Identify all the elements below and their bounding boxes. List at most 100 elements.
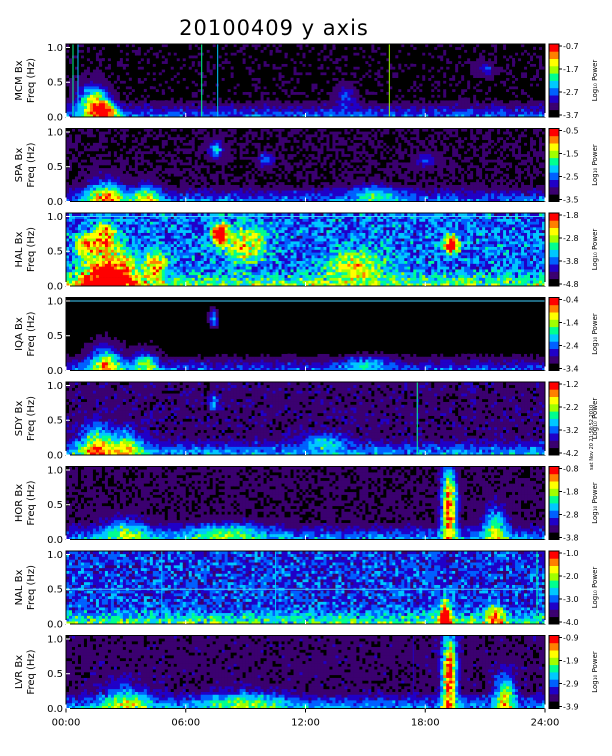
spectrogram-cell xyxy=(306,86,309,89)
spectrogram-cell xyxy=(311,103,314,106)
spectrogram-cell xyxy=(383,47,386,50)
spectrogram-cell xyxy=(291,109,294,112)
spectrogram-cell xyxy=(467,47,470,50)
spectrogram-cell xyxy=(347,69,350,72)
spectrogram-cell xyxy=(368,100,371,103)
spectrogram-cell xyxy=(344,78,347,81)
spectrogram-cell xyxy=(410,92,413,95)
spectrogram-cell xyxy=(282,106,285,109)
spectrogram-cell xyxy=(255,69,258,72)
spectrogram-cell xyxy=(350,47,353,50)
spectrogram-cell xyxy=(476,64,479,67)
spectrogram-cell xyxy=(105,103,108,106)
spectrogram-cell xyxy=(183,81,186,84)
spectrogram-cell xyxy=(237,81,240,84)
spectrogram-cell xyxy=(449,78,452,81)
spectrogram-cell xyxy=(102,86,105,89)
spectrogram-cell xyxy=(317,64,320,67)
spectrogram-cell xyxy=(258,58,261,61)
spectrogram-cell xyxy=(341,47,344,50)
spectrogram-cell xyxy=(168,72,171,75)
spectrogram-cell xyxy=(347,61,350,64)
spectrogram-cell xyxy=(434,92,437,95)
spectrogram-cell xyxy=(377,61,380,64)
spectrogram-cell xyxy=(111,61,114,64)
spectrogram-cell xyxy=(467,75,470,78)
spectrogram-cell xyxy=(186,64,189,67)
spectrogram-cell xyxy=(285,50,288,53)
spectrogram-cell xyxy=(138,89,141,92)
spectrogram-cell xyxy=(311,64,314,67)
spectrogram-cell xyxy=(368,52,371,55)
spectrogram-cell xyxy=(240,81,243,84)
spectrogram-cell xyxy=(279,66,282,69)
spectrogram-cell xyxy=(234,75,237,78)
spectrogram-cell xyxy=(96,86,99,89)
spectrogram-cell xyxy=(249,55,252,58)
spectrogram-cell xyxy=(114,75,117,78)
spectrogram-cell xyxy=(473,106,476,109)
spectrogram-cell xyxy=(434,100,437,103)
spectrogram-cell xyxy=(141,81,144,84)
spectrogram-cell xyxy=(138,103,141,106)
spectrogram-cell xyxy=(246,89,249,92)
spectrogram-cell xyxy=(470,75,473,78)
spectrogram-cell xyxy=(416,106,419,109)
spectrogram-cell xyxy=(171,64,174,67)
spectrogram-cell xyxy=(422,78,425,81)
spectrogram-cell xyxy=(201,61,204,64)
spectrogram-cell xyxy=(404,64,407,67)
spectrogram-cell xyxy=(332,106,335,109)
spectrogram-cell xyxy=(90,47,93,50)
spectrogram-cell xyxy=(374,47,377,50)
spectrogram-cell xyxy=(338,69,341,72)
spectrogram-cell xyxy=(500,95,503,98)
spectrogram-cell xyxy=(461,66,464,69)
spectrogram-cell xyxy=(317,52,320,55)
spectrogram-cell xyxy=(84,111,87,114)
spectrogram-cell xyxy=(512,78,515,81)
spectrogram-cell xyxy=(485,86,488,89)
spectrogram-cell xyxy=(395,55,398,58)
spectrogram-cell xyxy=(416,69,419,72)
spectrogram-cell xyxy=(150,69,153,72)
spectrogram-cell xyxy=(147,95,150,98)
spectrogram-cell xyxy=(401,86,404,89)
spectrogram-cell xyxy=(72,47,75,50)
spectrogram-cell xyxy=(341,100,344,103)
spectrogram-cell xyxy=(183,69,186,72)
spectrogram-cell xyxy=(180,72,183,75)
spectrogram-cell xyxy=(171,78,174,81)
spectrogram-cell xyxy=(404,55,407,58)
spectrogram-cell xyxy=(198,111,201,114)
spectrogram-cell xyxy=(291,92,294,95)
spectrogram-cell xyxy=(491,92,494,95)
spectrogram-cell xyxy=(93,89,96,92)
spectrogram-cell xyxy=(479,75,482,78)
spectrogram-cell xyxy=(422,66,425,69)
spectrogram-cell xyxy=(234,64,237,67)
spectrogram-cell xyxy=(410,103,413,106)
spectrogram-cell xyxy=(380,97,383,100)
spectrogram-cell xyxy=(198,66,201,69)
spectrogram-cell xyxy=(350,92,353,95)
spectrogram-cell xyxy=(156,78,159,81)
spectrogram-cell xyxy=(377,103,380,106)
spectrogram-cell xyxy=(273,78,276,81)
spectrogram-cell xyxy=(329,81,332,84)
spectrogram-cell xyxy=(300,81,303,84)
spectrogram-cell xyxy=(425,52,428,55)
spectrogram-cell xyxy=(108,103,111,106)
spectrogram-cell xyxy=(132,83,135,86)
spectrogram-cell xyxy=(105,52,108,55)
spectrogram-cell xyxy=(186,100,189,103)
spectrogram-cell xyxy=(84,92,87,95)
spectrogram-cell xyxy=(479,47,482,50)
spectrogram-cell xyxy=(246,52,249,55)
spectrogram-cell xyxy=(159,103,162,106)
spectrogram-cell xyxy=(156,64,159,67)
spectrogram-cell xyxy=(371,78,374,81)
spectrogram-cell xyxy=(210,78,213,81)
spectrogram-cell xyxy=(153,55,156,58)
spectrogram-cell xyxy=(306,109,309,112)
